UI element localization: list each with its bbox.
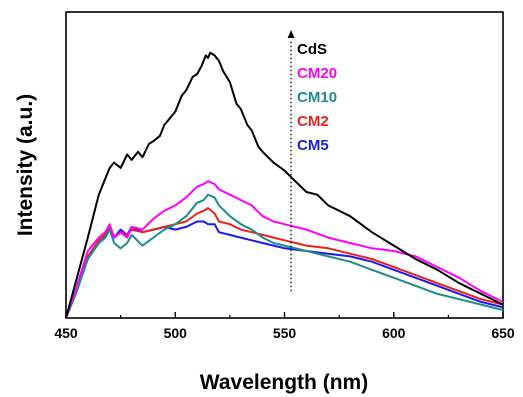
x-axis-label: Wavelength (nm) <box>200 371 368 394</box>
x-axis-ticks: 450 500 550 600 650 <box>54 312 515 341</box>
x-tick-label: 600 <box>382 325 406 341</box>
legend-label-cm20: CM20 <box>297 65 337 82</box>
series-line-cds <box>65 51 504 319</box>
series-line-cm10 <box>65 193 504 319</box>
legend-label-cm2: CM2 <box>297 113 329 130</box>
legend-label-cm10: CM10 <box>297 89 337 106</box>
plot-frame <box>65 11 504 319</box>
y-axis-label: Intensity (a.u.) <box>14 94 37 236</box>
x-tick-label: 650 <box>491 325 515 341</box>
x-tick-label: 550 <box>273 325 297 341</box>
legend-label-cm5: CM5 <box>297 137 329 154</box>
x-tick-label: 450 <box>54 325 78 341</box>
legend-arrow-head <box>287 30 295 38</box>
series-lines <box>65 51 504 319</box>
legend: CdS CM20 CM10 CM2 CM5 <box>297 41 337 154</box>
legend-label-cds: CdS <box>297 41 327 58</box>
x-tick-label: 500 <box>164 325 188 341</box>
series-line-cm20 <box>65 180 504 319</box>
legend-arrow <box>287 30 295 292</box>
